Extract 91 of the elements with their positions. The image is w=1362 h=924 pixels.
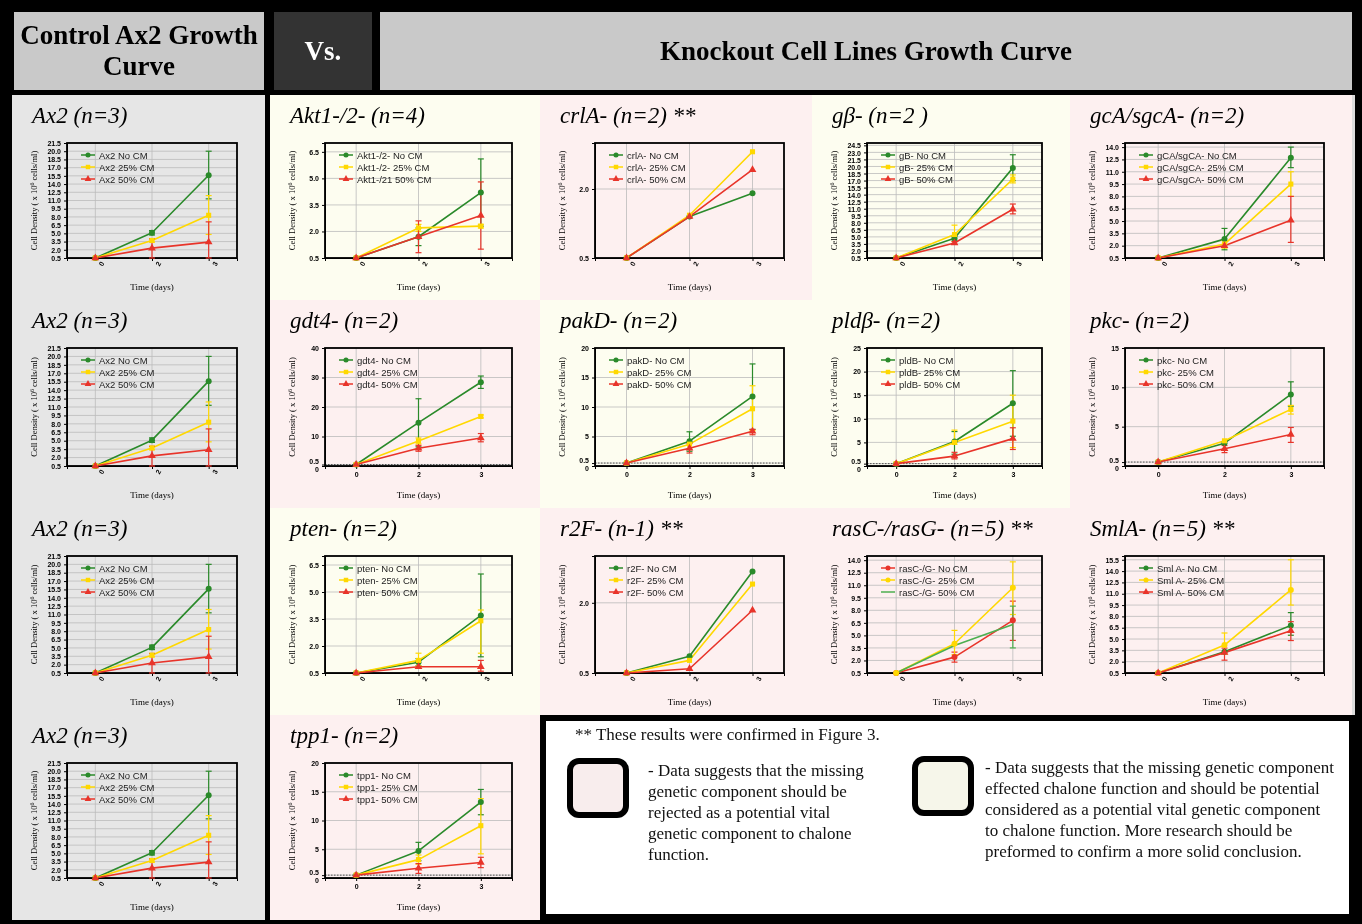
chart-title: SmlA- (n=5) ** bbox=[1090, 516, 1236, 541]
x-axis-title: Time (days) bbox=[130, 282, 174, 292]
x-axis-title: Time (days) bbox=[396, 490, 441, 500]
chart-title: pten- (n=2) bbox=[288, 516, 397, 541]
legend-label: gdt4- No CM bbox=[357, 354, 411, 366]
x-axis-title: Time (days) bbox=[932, 697, 977, 707]
x-axis-title: Time (days) bbox=[130, 902, 174, 912]
legend-label: pakD- No CM bbox=[627, 354, 685, 366]
legend-label: Ax2 No CM bbox=[99, 354, 148, 366]
legend-label: tpp1- No CM bbox=[357, 769, 411, 781]
legend-label: tpp1- 25% CM bbox=[357, 781, 418, 793]
legend-label: Akt1-/2- 25% CM bbox=[357, 161, 430, 173]
chart-title: gdt4- (n=2) bbox=[290, 308, 399, 333]
legend-label: Ax2 No CM bbox=[99, 149, 148, 161]
x-axis-title: Time (days) bbox=[396, 697, 441, 707]
legend-label: Ax2 No CM bbox=[99, 562, 148, 574]
text: Control Ax2 Growth Curve bbox=[14, 12, 264, 90]
legend-label: tpp1- 50% CM bbox=[357, 793, 418, 805]
x-axis-title: Time (days) bbox=[396, 902, 441, 912]
legend-label: Ax2 50% CM bbox=[99, 173, 155, 185]
x-axis-title: Time (days) bbox=[130, 697, 174, 707]
x-axis-title: Time (days) bbox=[1202, 697, 1247, 707]
chart-title: Ax2 (n=3) bbox=[30, 103, 128, 128]
chart-title: Ax2 (n=3) bbox=[30, 308, 128, 333]
legend-label: Ax2 50% CM bbox=[99, 586, 155, 598]
text: Vs. bbox=[274, 12, 372, 90]
legend-label: pkc- No CM bbox=[1157, 354, 1208, 366]
legend-label: gdt4- 25% CM bbox=[357, 366, 418, 378]
legend-label: gB- No CM bbox=[899, 149, 947, 161]
text: - Data suggests that the missing genetic component should be rejected as a potential vital genetic component to chalone function. bbox=[648, 760, 865, 865]
legend-label: Sml A- 25% CM bbox=[1157, 574, 1225, 586]
chart-title: Akt1-/2- (n=4) bbox=[288, 103, 425, 128]
x-axis-title: Time (days) bbox=[932, 490, 977, 500]
legend-label: gdt4- 50% CM bbox=[357, 378, 418, 390]
x-axis-title: Time (days) bbox=[396, 282, 441, 292]
chart-title: Ax2 (n=3) bbox=[30, 516, 128, 541]
legend-label: Akt1-/2- No CM bbox=[357, 149, 423, 161]
chart-title: pakD- (n=2) bbox=[558, 308, 678, 333]
legend-label: crlA- 25% CM bbox=[627, 161, 686, 173]
text: ** These results were confirmed in Figure 3. bbox=[575, 724, 881, 745]
chart-title: gcA/sgcA- (n=2) bbox=[1090, 103, 1245, 128]
text: Knockout Cell Lines Growth Curve bbox=[380, 12, 1352, 90]
text: - Data suggests that the missing genetic component effected chalone function and should be potential considered as a potential vital genetic component to chalone function. More research should be preformed to confirm a more solid conclusion. bbox=[985, 757, 1335, 862]
legend-label: gCA/sgCA- 50% CM bbox=[1157, 173, 1244, 185]
legend-label: gCA/sgCA- No CM bbox=[1157, 149, 1237, 161]
x-axis-title: Time (days) bbox=[667, 697, 712, 707]
chart-title: r2F- (n-1) ** bbox=[560, 516, 684, 541]
legend-label: pten- 25% CM bbox=[357, 574, 418, 586]
legend-label: Ax2 No CM bbox=[99, 769, 148, 781]
x-axis-title: Time (days) bbox=[932, 282, 977, 292]
chart-title: crlA- (n=2) ** bbox=[560, 103, 697, 128]
x-axis-title: Time (days) bbox=[1202, 490, 1247, 500]
legend-label: Ax2 25% CM bbox=[99, 366, 155, 378]
legend-label: pkc- 25% CM bbox=[1157, 366, 1215, 378]
legend-label: pakD- 25% CM bbox=[627, 366, 692, 378]
chart-title: tpp1- (n=2) bbox=[290, 723, 399, 748]
legend-label: r2F- No CM bbox=[627, 562, 677, 574]
legend-label: pldB- 25% CM bbox=[899, 366, 961, 378]
legend-label: crlA- 50% CM bbox=[627, 173, 686, 185]
legend-label: gB- 50% CM bbox=[899, 173, 953, 185]
legend-label: gCA/sgCA- 25% CM bbox=[1157, 161, 1244, 173]
chart-title: pldβ- (n=2) bbox=[830, 308, 941, 333]
legend-label: pldB- No CM bbox=[899, 354, 954, 366]
legend-label: r2F- 50% CM bbox=[627, 586, 684, 598]
chart-title: Ax2 (n=3) bbox=[30, 723, 128, 748]
chart-title: pkc- (n=2) bbox=[1088, 308, 1190, 333]
legend-label: pldB- 50% CM bbox=[899, 378, 961, 390]
legend-label: Sml A- No CM bbox=[1157, 562, 1218, 574]
legend-label: Akt1-/21 50% CM bbox=[357, 173, 432, 185]
legend-label: Ax2 50% CM bbox=[99, 378, 155, 390]
legend-label: crlA- No CM bbox=[627, 149, 679, 161]
legend-label: pkc- 50% CM bbox=[1157, 378, 1215, 390]
x-axis-title: Time (days) bbox=[130, 490, 174, 500]
legend-label: pakD- 50% CM bbox=[627, 378, 692, 390]
legend-label: r2F- 25% CM bbox=[627, 574, 684, 586]
legend-label: Ax2 25% CM bbox=[99, 161, 155, 173]
legend-label: pten- No CM bbox=[357, 562, 411, 574]
legend-label: rasC-/G- 25% CM bbox=[899, 574, 975, 586]
legend-label: pten- 50% CM bbox=[357, 586, 418, 598]
legend-label: Sml A- 50% CM bbox=[1157, 586, 1225, 598]
chart-title: rasC-/rasG- (n=5) ** bbox=[832, 516, 1034, 541]
legend-label: Ax2 25% CM bbox=[99, 781, 155, 793]
legend-label: rasC-/G- 50% CM bbox=[899, 586, 975, 598]
legend-label: Ax2 25% CM bbox=[99, 574, 155, 586]
chart-title: gβ- (n=2 ) bbox=[832, 103, 928, 128]
legend-label: rasC-/G- No CM bbox=[899, 562, 968, 574]
x-axis-title: Time (days) bbox=[667, 282, 712, 292]
x-axis-title: Time (days) bbox=[667, 490, 712, 500]
legend-label: Ax2 50% CM bbox=[99, 793, 155, 805]
x-axis-title: Time (days) bbox=[1202, 282, 1247, 292]
legend-label: gB- 25% CM bbox=[899, 161, 953, 173]
